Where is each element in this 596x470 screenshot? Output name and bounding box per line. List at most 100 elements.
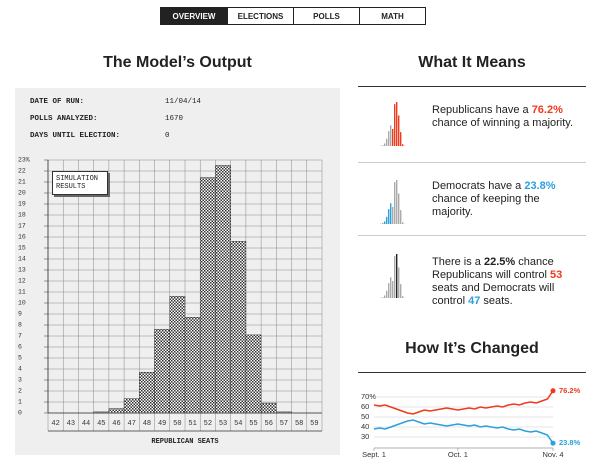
y-tick-label: 13 <box>18 267 26 274</box>
icon-bar <box>390 125 392 146</box>
y-tick-label: 5 <box>18 355 22 362</box>
text: 53 <box>550 269 563 281</box>
text: 23.8% <box>524 180 556 192</box>
rule <box>358 162 586 163</box>
y-tick-label: 3 <box>18 377 22 384</box>
icon-bar <box>382 297 384 298</box>
x-tick-label: 57 <box>280 420 288 428</box>
text: 47 <box>468 295 481 307</box>
icon-bar <box>392 280 394 298</box>
icon <box>380 180 406 224</box>
x-tick-label: 44 <box>82 420 90 428</box>
icon-bar <box>388 283 390 298</box>
y-tick-label: 70% <box>361 392 376 401</box>
icon-bar <box>396 102 398 146</box>
icon-bar <box>382 223 384 224</box>
section-title: What It Means <box>418 54 526 71</box>
end-dot <box>550 440 556 446</box>
y-tick-label: 9 <box>18 311 22 318</box>
y-tick-label: 22 <box>18 168 26 175</box>
info-value: 1670 <box>165 115 184 123</box>
x-tick-label: 59 <box>310 420 318 428</box>
icon-bar <box>394 104 396 146</box>
icon-bar <box>386 216 388 224</box>
info-value: 0 <box>165 132 170 140</box>
section-title: The Model’s Output <box>103 54 252 71</box>
icon-bar <box>396 180 398 224</box>
icon-bar <box>390 277 392 298</box>
icon-bar <box>388 209 390 224</box>
x-axis-label: REPUBLICAN SEATS <box>151 438 218 446</box>
means-text: Democrats have a 23.8% chance of keeping… <box>432 180 582 219</box>
y-tick-label: 20 <box>18 190 26 197</box>
line <box>373 419 554 444</box>
icon-bar <box>392 206 394 224</box>
y-tick-label: 6 <box>18 344 22 351</box>
icon-bar <box>398 267 400 298</box>
text: seats and Democrats will control <box>432 282 555 307</box>
info-label: DATE OF RUN: <box>30 98 85 106</box>
text: seats. <box>480 295 513 307</box>
line <box>373 390 554 415</box>
y-tick-label: 10 <box>18 300 26 307</box>
y-tick-label: 40 <box>361 422 369 431</box>
icon-bar <box>400 284 402 298</box>
info-value: 11/04/14 <box>165 98 202 106</box>
x-tick-label: 45 <box>97 420 105 428</box>
icon-bar <box>386 138 388 146</box>
x-tick-label: 50 <box>173 420 181 428</box>
x-tick-label: 42 <box>51 420 59 428</box>
y-tick-label: 7 <box>18 333 22 340</box>
x-tick-label: 54 <box>234 420 242 428</box>
bar <box>260 402 277 414</box>
y-tick-label: 12 <box>18 278 26 285</box>
end-dot <box>550 388 556 394</box>
text: chance of winning a majority. <box>432 117 574 129</box>
y-tick-label: 23% <box>18 157 30 164</box>
y-tick-label: 17 <box>18 223 26 230</box>
x-tick-label: 58 <box>295 420 303 428</box>
rule <box>358 235 586 236</box>
icon-bar <box>402 144 404 146</box>
y-tick-label: 4 <box>18 366 22 373</box>
histogram: 01234567891011121314151617181920212223%4… <box>18 157 323 446</box>
bar <box>245 334 262 414</box>
y-tick-label: 8 <box>18 322 22 329</box>
y-tick-label: 30 <box>361 432 369 441</box>
means-text: There is a 22.5% chance Republicans will… <box>432 256 582 308</box>
tab[interactable]: MATH <box>359 7 426 25</box>
y-tick-label: 50 <box>361 412 369 421</box>
icon-bar <box>394 256 396 298</box>
x-tick-label: Sept. 1 <box>362 450 386 459</box>
icon-bar <box>398 115 400 146</box>
icon-bar <box>402 222 404 224</box>
section-title: How It’s Changed <box>405 340 539 357</box>
text: Republicans have a <box>432 104 532 116</box>
x-tick-label: 46 <box>112 420 120 428</box>
icon-bar <box>394 182 396 224</box>
icon-bar <box>398 193 400 224</box>
y-tick-label: 14 <box>18 256 26 263</box>
icon-bar <box>390 203 392 224</box>
text: 76.2% <box>531 104 563 116</box>
y-tick-label: 11 <box>18 289 26 296</box>
bar <box>276 411 292 414</box>
y-tick-label: 21 <box>18 179 26 186</box>
y-tick-label: 2 <box>18 388 22 395</box>
text: chance Republicans will control <box>432 256 554 281</box>
x-tick-label: 56 <box>265 420 273 428</box>
x-tick-label: 55 <box>249 420 257 428</box>
icon-bar <box>392 128 394 146</box>
legend: SIMULATION RESULTS <box>52 171 108 195</box>
y-tick-label: 16 <box>18 234 26 241</box>
text: Democrats have a <box>432 180 525 192</box>
icon-bar <box>400 210 402 224</box>
rule <box>358 86 586 87</box>
y-tick-label: 19 <box>18 201 26 208</box>
x-tick-label: 48 <box>143 420 151 428</box>
info-label: POLLS ANALYZED: <box>30 115 98 123</box>
y-tick-label: 18 <box>18 212 26 219</box>
icon-bar <box>384 295 386 298</box>
x-tick-label: 47 <box>128 420 136 428</box>
